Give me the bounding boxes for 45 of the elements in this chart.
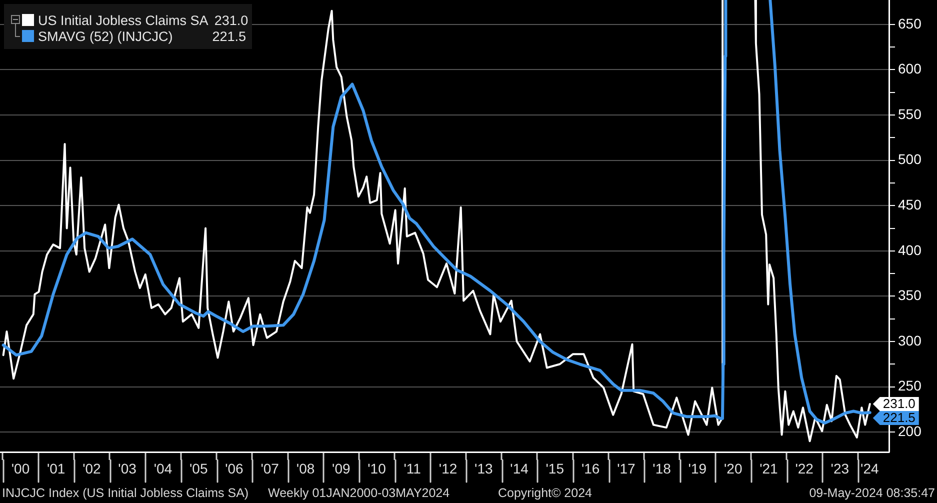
y-tick-label: 550	[898, 106, 922, 122]
x-tick-label: '23	[830, 460, 850, 476]
x-tick-label: '19	[688, 460, 707, 476]
text: 09-May-2024 08:35:47	[809, 486, 935, 500]
y-tick-label: 300	[898, 332, 922, 348]
data-label: 221.5	[882, 410, 916, 426]
x-tick-label: '08	[296, 460, 315, 476]
x-tick-label: '09	[332, 460, 350, 476]
x-tick-label: '05	[189, 460, 208, 476]
x-tick-label: '03	[118, 460, 137, 476]
x-tick-label: '01	[46, 460, 66, 476]
text: 231.0	[214, 12, 248, 28]
text: Copyright© 2024	[498, 486, 592, 500]
x-tick-label: '14	[510, 460, 529, 476]
y-tick-label: 200	[898, 422, 922, 439]
x-tick-label: '18	[652, 460, 672, 476]
y-tick-label: 600	[898, 60, 922, 77]
x-tick-label: '16	[581, 460, 600, 476]
legend-label: SMAVG (52) (INJCJC)	[38, 28, 174, 44]
x-tick-label: '21	[760, 460, 778, 476]
x-tick-label: '13	[474, 460, 493, 476]
x-tick-label: '17	[617, 460, 636, 476]
text: Weekly 01JAN2000-03MAY2024	[268, 486, 450, 500]
data-label: 231.0	[882, 396, 916, 412]
x-tick-label: '06	[225, 460, 244, 476]
y-tick-label: 350	[898, 287, 922, 304]
legend-label: US Initial Jobless Claims SA	[38, 12, 208, 28]
x-tick-label: '20	[724, 460, 742, 476]
x-tick-label: '24	[860, 460, 880, 476]
y-tick-label: 650	[898, 15, 922, 32]
x-tick-label: '00	[11, 460, 30, 476]
x-tick-label: '12	[438, 460, 458, 476]
x-tick-label: '11	[404, 460, 422, 476]
text: INJCJC Index (US Initial Jobless Claims SA)	[2, 486, 249, 500]
x-tick-label: '15	[546, 460, 564, 476]
text: 221.5	[212, 28, 246, 44]
y-tick-label: 500	[898, 151, 922, 168]
x-tick-label: '07	[260, 460, 280, 476]
x-tick-label: '02	[82, 460, 102, 476]
y-tick-label: 400	[898, 242, 922, 258]
x-tick-label: '04	[154, 460, 172, 476]
y-tick-label: 250	[898, 378, 922, 394]
x-tick-label: '22	[795, 460, 814, 476]
x-tick-label: '10	[368, 460, 386, 476]
y-tick-label: 450	[898, 196, 922, 212]
